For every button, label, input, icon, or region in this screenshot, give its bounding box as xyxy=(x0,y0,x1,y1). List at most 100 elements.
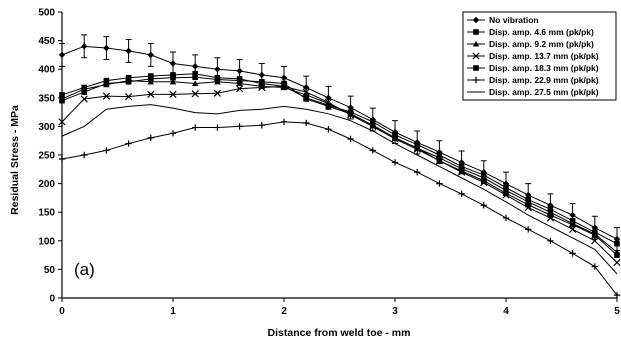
data-point xyxy=(613,235,621,243)
data-point xyxy=(614,252,620,258)
data-point xyxy=(169,60,177,67)
data-point xyxy=(591,237,599,245)
data-point xyxy=(103,77,110,84)
data-point xyxy=(59,92,65,98)
data-point xyxy=(503,190,509,197)
legend-marker xyxy=(472,40,480,47)
data-point xyxy=(192,80,199,87)
data-point xyxy=(148,76,154,82)
y-tick-label: 150 xyxy=(38,208,55,219)
y-tick-label: 250 xyxy=(38,151,55,162)
data-point xyxy=(58,155,66,163)
data-point xyxy=(169,78,177,85)
data-point xyxy=(414,168,421,176)
series-line xyxy=(61,85,618,263)
legend-label: Disp. amp. 27.5 mm (pk/pk) xyxy=(489,87,599,97)
data-point xyxy=(259,78,265,85)
data-point xyxy=(81,151,88,159)
data-point xyxy=(236,77,243,84)
y-tick-label: 350 xyxy=(38,93,55,104)
data-point xyxy=(147,90,155,98)
legend-item: No vibration xyxy=(467,15,539,25)
data-point xyxy=(614,240,620,247)
x-tick-label: 4 xyxy=(503,306,509,317)
legend-marker xyxy=(473,65,479,71)
x-axis-label: Distance from weld toe - mm xyxy=(268,327,411,339)
x-tick-label: 1 xyxy=(170,306,176,317)
data-point xyxy=(347,104,354,111)
data-point xyxy=(302,88,310,96)
data-point xyxy=(214,124,221,131)
data-point xyxy=(502,214,510,222)
legend-label: Disp. amp. 22.9 mm (pk/pk) xyxy=(489,75,599,85)
data-point xyxy=(214,76,221,83)
legend-label: Disp. amp. 13.7 mm (pk/pk) xyxy=(489,51,599,61)
legend-item: Disp. amp. 4.6 mm (pk/pk) xyxy=(467,27,594,37)
data-point xyxy=(613,291,621,299)
series-5 xyxy=(59,74,620,258)
data-point xyxy=(391,159,399,166)
data-point xyxy=(191,90,199,98)
panel-label: (a) xyxy=(74,260,95,279)
y-tick-label: 100 xyxy=(38,236,55,247)
data-point xyxy=(148,73,154,79)
series-7 xyxy=(61,104,618,275)
legend-item: Disp. amp. 27.5 mm (pk/pk) xyxy=(467,87,599,97)
data-point xyxy=(147,51,154,59)
data-point xyxy=(525,226,532,233)
data-point xyxy=(458,168,465,174)
data-point xyxy=(280,74,288,81)
data-point xyxy=(592,232,598,238)
legend-box xyxy=(462,11,617,101)
series-line xyxy=(61,104,618,275)
y-tick-label: 500 xyxy=(38,8,55,19)
data-point xyxy=(213,89,222,97)
data-point xyxy=(169,130,177,137)
data-point xyxy=(102,92,111,100)
data-point xyxy=(81,89,87,95)
legend-item: Disp. amp. 13.7 mm (pk/pk) xyxy=(467,51,599,61)
data-point xyxy=(525,191,532,199)
data-point xyxy=(192,124,199,131)
data-point xyxy=(370,122,376,129)
data-point xyxy=(58,51,66,59)
y-axis-ticks: 0 50 100 150 200 250 300 350 400 450 500 xyxy=(38,8,62,305)
data-point xyxy=(547,212,554,218)
data-point xyxy=(281,80,287,87)
data-point xyxy=(591,263,598,270)
data-point xyxy=(436,180,443,187)
data-point xyxy=(103,44,110,52)
data-point xyxy=(58,118,66,126)
series-line xyxy=(61,80,618,253)
x-axis-ticks: 0 1 2 3 4 5 xyxy=(59,298,620,317)
data-point xyxy=(258,83,266,92)
data-point xyxy=(192,74,198,81)
data-point xyxy=(613,258,621,267)
legend-label: Disp. amp. 18.3 mm (pk/pk) xyxy=(489,63,599,73)
legend-label: Disp. amp. 4.6 mm (pk/pk) xyxy=(489,27,594,37)
data-point xyxy=(303,84,310,91)
x-tick-label: 0 xyxy=(59,306,65,317)
data-point xyxy=(280,118,288,126)
legend-item: Disp. amp. 22.9 mm (pk/pk) xyxy=(467,75,599,85)
legend-label: No vibration xyxy=(489,15,539,25)
data-point xyxy=(569,221,576,228)
legend: No vibration Disp. amp. 4.6 mm (pk/pk) Dis… xyxy=(462,11,617,101)
y-tick-label: 400 xyxy=(38,65,55,76)
data-point xyxy=(325,103,332,110)
y-axis-label: Residual Stress - MPa xyxy=(9,105,21,215)
y-tick-label: 50 xyxy=(44,265,56,276)
data-point xyxy=(125,47,132,55)
data-point xyxy=(591,224,598,231)
data-point xyxy=(258,71,265,79)
legend-marker xyxy=(473,29,479,35)
series-line xyxy=(61,76,618,256)
data-point xyxy=(147,134,154,142)
data-point xyxy=(258,122,265,129)
data-point xyxy=(59,97,65,104)
data-point xyxy=(170,72,176,78)
data-point xyxy=(370,119,376,125)
data-point xyxy=(414,141,420,148)
data-point xyxy=(236,123,243,130)
